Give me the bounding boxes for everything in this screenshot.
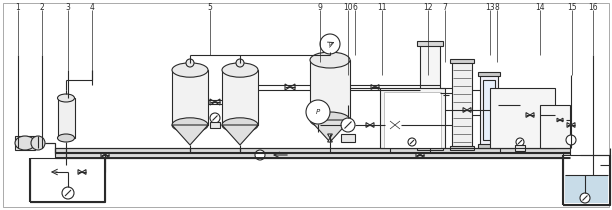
Bar xyxy=(210,122,220,128)
Polygon shape xyxy=(78,170,82,174)
Text: 16: 16 xyxy=(588,3,598,12)
Bar xyxy=(478,72,500,76)
Bar xyxy=(30,158,105,202)
Bar xyxy=(341,134,355,142)
Circle shape xyxy=(341,118,355,132)
Bar xyxy=(172,70,208,125)
Bar xyxy=(55,148,570,158)
Polygon shape xyxy=(105,153,109,158)
Bar xyxy=(540,105,570,148)
Polygon shape xyxy=(210,99,215,105)
Text: 12: 12 xyxy=(424,3,433,12)
Polygon shape xyxy=(375,85,379,89)
Polygon shape xyxy=(290,84,295,90)
Polygon shape xyxy=(420,153,424,158)
Bar xyxy=(310,60,350,120)
Polygon shape xyxy=(285,84,290,90)
Circle shape xyxy=(566,135,576,145)
Text: 11: 11 xyxy=(377,3,387,12)
Text: 1: 1 xyxy=(16,3,20,12)
Bar xyxy=(15,136,35,150)
Ellipse shape xyxy=(172,63,208,77)
Text: 7: 7 xyxy=(442,3,447,12)
Circle shape xyxy=(306,100,330,124)
Circle shape xyxy=(580,193,590,203)
Polygon shape xyxy=(467,108,471,112)
Circle shape xyxy=(255,150,265,160)
Bar xyxy=(417,41,443,46)
Ellipse shape xyxy=(222,63,258,77)
Polygon shape xyxy=(526,113,530,117)
Ellipse shape xyxy=(310,112,350,128)
Ellipse shape xyxy=(236,59,244,67)
Polygon shape xyxy=(557,118,560,122)
Bar xyxy=(420,45,440,148)
Ellipse shape xyxy=(222,118,258,132)
Polygon shape xyxy=(416,153,420,158)
Text: P: P xyxy=(329,42,332,46)
Bar xyxy=(450,59,474,63)
Text: 15: 15 xyxy=(567,3,577,12)
Bar xyxy=(384,92,441,148)
Circle shape xyxy=(516,138,524,146)
Polygon shape xyxy=(172,125,208,145)
Polygon shape xyxy=(567,123,571,127)
Bar xyxy=(565,175,608,203)
Bar xyxy=(483,80,495,140)
Text: 6: 6 xyxy=(353,3,357,12)
Bar xyxy=(490,88,555,148)
Ellipse shape xyxy=(186,59,194,67)
Circle shape xyxy=(62,187,74,199)
Text: P: P xyxy=(316,109,320,115)
Bar xyxy=(480,75,498,145)
Polygon shape xyxy=(215,99,220,105)
Polygon shape xyxy=(366,123,370,127)
Text: 9: 9 xyxy=(318,3,323,12)
Bar xyxy=(389,120,401,130)
Polygon shape xyxy=(571,123,575,127)
Polygon shape xyxy=(222,125,258,145)
Polygon shape xyxy=(463,108,467,112)
Ellipse shape xyxy=(310,52,350,68)
Bar xyxy=(452,62,472,148)
Polygon shape xyxy=(371,85,375,89)
Ellipse shape xyxy=(58,94,75,102)
Bar xyxy=(417,146,443,150)
Text: 10: 10 xyxy=(343,3,353,12)
Bar xyxy=(515,145,525,151)
Bar xyxy=(478,144,500,148)
Ellipse shape xyxy=(172,118,208,132)
Bar xyxy=(222,70,258,125)
Text: 13: 13 xyxy=(485,3,495,12)
Text: 14: 14 xyxy=(535,3,545,12)
Text: 3: 3 xyxy=(65,3,70,12)
Polygon shape xyxy=(101,153,105,158)
Bar xyxy=(450,146,474,150)
Text: 8: 8 xyxy=(494,3,499,12)
Polygon shape xyxy=(310,120,350,142)
Text: 5: 5 xyxy=(207,3,212,12)
Circle shape xyxy=(408,138,416,146)
Text: 4: 4 xyxy=(89,3,94,12)
Bar xyxy=(380,88,445,148)
Ellipse shape xyxy=(15,136,35,150)
Ellipse shape xyxy=(58,134,75,142)
Polygon shape xyxy=(82,170,86,174)
Bar xyxy=(563,155,610,205)
Polygon shape xyxy=(530,113,534,117)
Polygon shape xyxy=(327,138,332,142)
Circle shape xyxy=(210,113,220,123)
Circle shape xyxy=(31,136,45,150)
Bar xyxy=(58,98,75,138)
Circle shape xyxy=(320,34,340,54)
Polygon shape xyxy=(370,123,374,127)
Polygon shape xyxy=(327,134,332,138)
Polygon shape xyxy=(560,118,563,122)
Text: 2: 2 xyxy=(40,3,45,12)
